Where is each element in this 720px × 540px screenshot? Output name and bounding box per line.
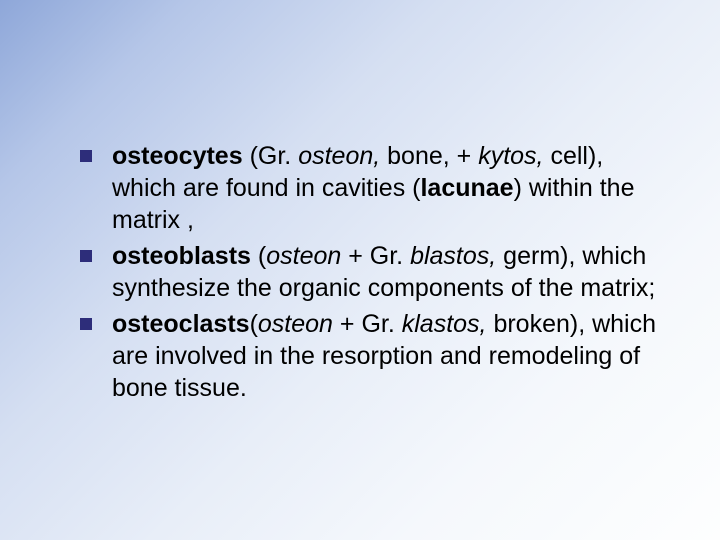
bullet-run: osteon <box>266 242 341 270</box>
bullet-run: bone, + <box>380 142 478 170</box>
bullet-run: osteoblasts <box>112 242 251 270</box>
bullet-marker-icon <box>80 150 92 162</box>
bullet-run: ( <box>251 242 266 270</box>
bullet-run: osteon, <box>298 142 380 170</box>
bullet-marker-icon <box>80 250 92 262</box>
bullet-run: kytos, <box>478 142 543 170</box>
bullet-run: (Gr. <box>243 142 299 170</box>
bullet-item: osteocytes (Gr. osteon, bone, + kytos, c… <box>80 140 660 236</box>
bullet-run: osteocytes <box>112 142 243 170</box>
slide: osteocytes (Gr. osteon, bone, + kytos, c… <box>0 0 720 540</box>
bullet-marker-icon <box>80 318 92 330</box>
bullet-run: + Gr. <box>341 242 410 270</box>
bullet-run: osteon <box>258 310 333 338</box>
bullet-item: osteoclasts(osteon + Gr. klastos, broken… <box>80 308 660 404</box>
bullet-list: osteocytes (Gr. osteon, bone, + kytos, c… <box>80 140 660 404</box>
bullet-run: klastos, <box>402 310 487 338</box>
bullet-item: osteoblasts (osteon + Gr. blastos, germ)… <box>80 240 660 304</box>
bullet-run: + Gr. <box>333 310 402 338</box>
bullet-run: osteoclasts <box>112 310 250 338</box>
bullet-run: blastos, <box>410 242 496 270</box>
bullet-run: ( <box>250 310 258 338</box>
bullet-run: lacunae <box>420 174 513 202</box>
